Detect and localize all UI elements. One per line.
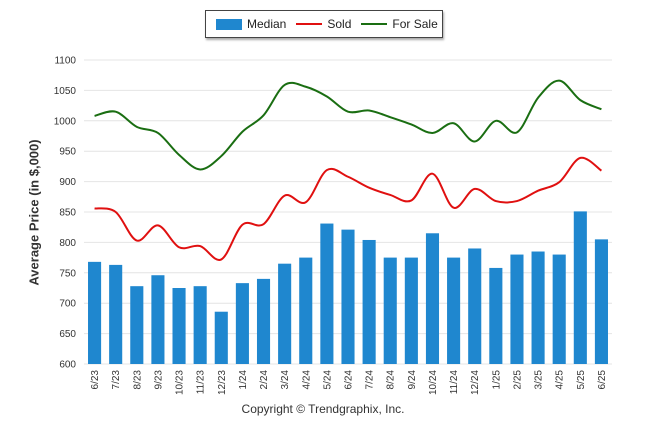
x-tick-label: 9/24 xyxy=(407,370,418,390)
y-tick-label: 700 xyxy=(59,299,76,310)
bar-median xyxy=(489,267,503,364)
x-tick-label: 7/23 xyxy=(111,370,122,390)
x-tick-label: 2/25 xyxy=(512,370,523,390)
x-tick-label: 4/25 xyxy=(555,370,566,390)
bar-median xyxy=(214,311,228,364)
x-tick-label: 8/24 xyxy=(386,370,397,390)
chart-legend: Median Sold For Sale xyxy=(205,10,443,38)
x-tick-label: 10/24 xyxy=(428,370,439,395)
x-tick-label: 11/23 xyxy=(196,370,207,395)
bar-median xyxy=(404,257,418,364)
x-tick-label: 8/23 xyxy=(132,370,143,390)
legend-item-median: Median xyxy=(216,17,286,31)
bar-median xyxy=(510,254,524,364)
y-tick-label: 600 xyxy=(59,360,76,371)
y-axis-label: Average Price (in $,000) xyxy=(26,139,42,286)
y-tick-label: 850 xyxy=(59,208,76,219)
legend-label-for-sale: For Sale xyxy=(392,17,438,31)
x-tick-label: 10/23 xyxy=(175,370,186,395)
bar-median xyxy=(573,211,587,364)
bar-median xyxy=(468,248,482,364)
x-tick-label: 1/25 xyxy=(491,370,502,390)
bar-median xyxy=(425,233,440,364)
x-tick-label: 12/24 xyxy=(470,370,481,395)
y-tick-label: 800 xyxy=(59,238,76,249)
bar-median xyxy=(256,278,271,364)
x-tick-label: 12/23 xyxy=(217,370,228,395)
bar-median xyxy=(383,257,397,364)
legend-item-sold: Sold xyxy=(296,17,351,31)
legend-label-sold: Sold xyxy=(327,17,352,31)
x-tick-label: 3/24 xyxy=(280,370,291,390)
bar-median xyxy=(341,229,355,364)
legend-swatch-median xyxy=(216,18,242,30)
x-tick-label: 5/24 xyxy=(322,370,333,390)
bar-median xyxy=(362,239,376,364)
bar-median xyxy=(235,283,249,364)
legend-item-for-sale: For Sale xyxy=(361,17,438,31)
y-tick-label: 1000 xyxy=(54,116,77,127)
bar-median xyxy=(193,286,207,364)
bar-median xyxy=(88,261,102,364)
legend-swatch-for-sale xyxy=(361,23,388,25)
bar-median xyxy=(552,254,566,364)
y-tick-label: 900 xyxy=(59,177,76,188)
y-tick-label: 950 xyxy=(59,147,76,158)
x-tick-label: 5/25 xyxy=(576,370,587,390)
x-tick-label: 11/24 xyxy=(449,370,460,395)
bar-median xyxy=(594,239,608,364)
bar-median xyxy=(172,288,186,364)
legend-label-median: Median xyxy=(247,17,287,31)
y-tick-label: 1100 xyxy=(54,56,76,67)
series-line-for-sale xyxy=(94,79,602,171)
x-tick-label: 3/25 xyxy=(534,370,545,390)
bar-median xyxy=(109,264,123,364)
y-tick-label: 1050 xyxy=(54,86,77,97)
series-line-sold xyxy=(94,156,603,261)
legend-swatch-sold xyxy=(296,23,323,25)
x-tick-label: 2/24 xyxy=(259,370,270,390)
x-tick-label: 6/23 xyxy=(90,370,101,390)
x-tick-label: 1/24 xyxy=(238,370,249,390)
x-tick-label: 9/23 xyxy=(153,370,164,390)
bar-median xyxy=(320,223,334,364)
bar-median xyxy=(151,275,165,364)
x-tick-label: 4/24 xyxy=(301,370,312,390)
x-tick-label: 6/24 xyxy=(344,370,355,390)
bar-median xyxy=(531,251,545,364)
y-tick-label: 750 xyxy=(59,268,76,279)
bar-median xyxy=(447,257,461,364)
copyright-text: Copyright © Trendgraphix, Inc. xyxy=(241,402,405,416)
bar-median xyxy=(299,257,313,364)
bar-median xyxy=(278,263,292,364)
x-tick-label: 7/24 xyxy=(365,370,376,390)
bar-median xyxy=(130,286,144,364)
y-tick-label: 650 xyxy=(59,329,76,340)
x-tick-label: 6/25 xyxy=(597,370,608,390)
